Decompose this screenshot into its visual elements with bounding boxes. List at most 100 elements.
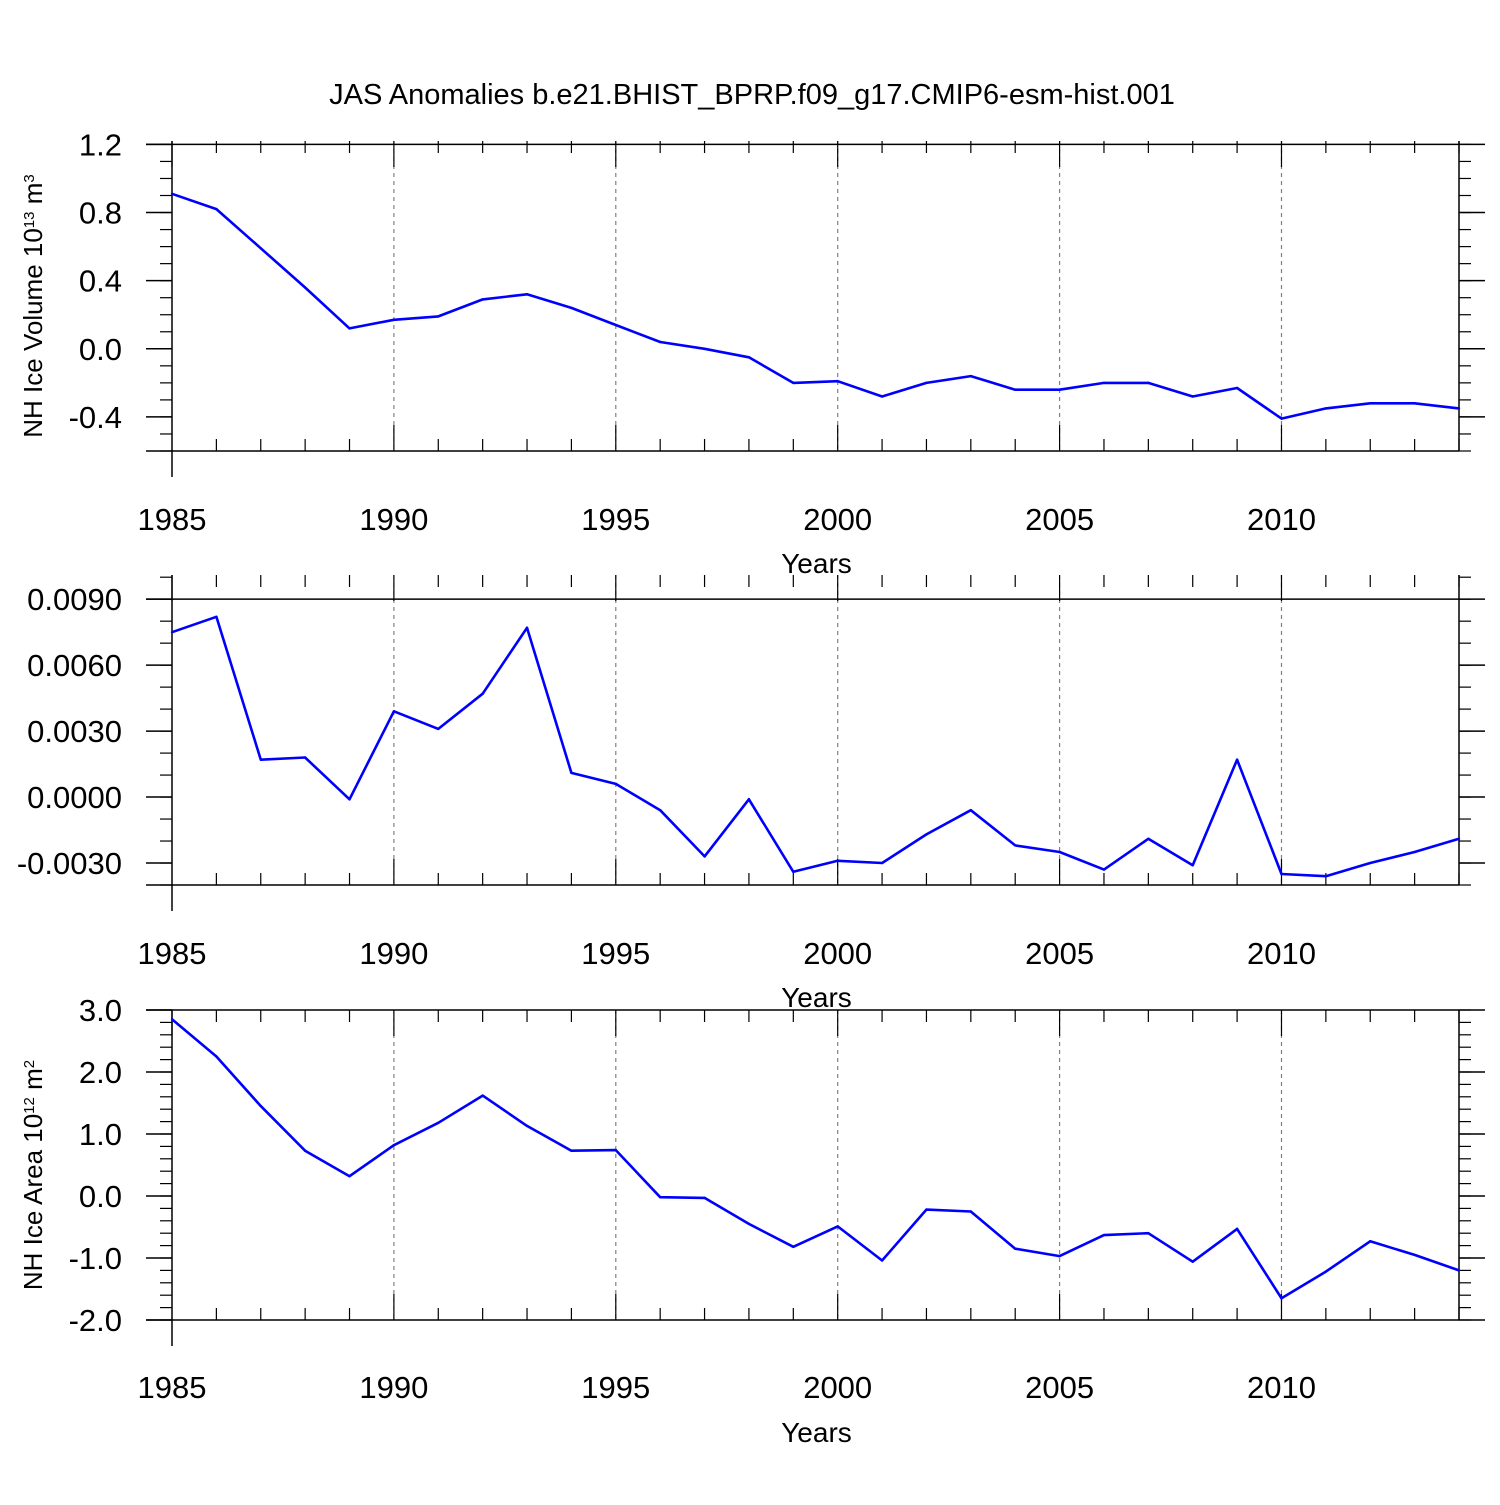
x-tick-label: 2010 bbox=[1247, 936, 1316, 971]
data-point bbox=[525, 626, 529, 629]
x-tick-label: 2000 bbox=[803, 1370, 872, 1405]
data-point bbox=[525, 293, 529, 296]
y-tick-label: 0.0060 bbox=[27, 648, 122, 683]
data-point bbox=[348, 798, 351, 801]
data-point bbox=[1280, 417, 1283, 420]
y-tick-label: 0.0030 bbox=[27, 714, 122, 749]
data-point bbox=[215, 207, 218, 211]
data-point bbox=[1235, 1227, 1239, 1231]
data-point bbox=[1147, 837, 1150, 841]
data-point bbox=[836, 379, 839, 383]
data-point bbox=[303, 286, 307, 289]
data-point bbox=[215, 1055, 218, 1058]
data-point bbox=[880, 1259, 884, 1262]
data-point bbox=[437, 1121, 440, 1125]
data-point bbox=[570, 771, 573, 775]
data-point bbox=[792, 870, 795, 874]
data-point bbox=[481, 692, 484, 695]
x-tick-label: 1995 bbox=[581, 502, 650, 537]
data-point bbox=[969, 374, 973, 378]
x-axis-label: Years bbox=[781, 1417, 852, 1448]
data-point bbox=[1058, 850, 1061, 854]
data-point bbox=[1457, 837, 1461, 841]
data-point bbox=[170, 630, 174, 634]
data-point bbox=[570, 1149, 573, 1152]
data-point bbox=[880, 861, 884, 865]
data-point bbox=[525, 1124, 529, 1128]
data-point bbox=[925, 381, 928, 385]
data-point bbox=[792, 1245, 795, 1249]
y-tick-label: 2.0 bbox=[79, 1055, 122, 1090]
data-point bbox=[259, 1104, 262, 1108]
y-tick-label: 0.0 bbox=[79, 1179, 122, 1214]
data-point bbox=[1280, 1297, 1283, 1300]
data-point bbox=[747, 356, 751, 359]
data-point bbox=[1457, 1269, 1461, 1272]
data-point bbox=[570, 306, 573, 310]
data-point bbox=[969, 1210, 973, 1213]
y-tick-label: 0.8 bbox=[79, 196, 122, 231]
data-point bbox=[1235, 386, 1239, 390]
data-point bbox=[1235, 758, 1239, 761]
data-point bbox=[1102, 1233, 1106, 1237]
y-axis-label: NH Ice Area 1012 m2 bbox=[18, 1060, 48, 1290]
y-tick-label: 0.0000 bbox=[27, 780, 122, 815]
data-point bbox=[437, 315, 440, 318]
panel-middle: -0.0030 0.0000 0.0030 0.0060 0.0090 1985 1990 1… bbox=[17, 575, 1485, 1013]
data-point bbox=[481, 298, 484, 301]
panel-volume: -0.4 0.0 0.4 0.8 1.2 1985 1990 1995 2000 2005 2010… bbox=[18, 127, 1485, 579]
data-point bbox=[1413, 850, 1416, 854]
x-tick-label: 1985 bbox=[138, 1370, 207, 1405]
data-point bbox=[392, 710, 396, 713]
data-point bbox=[303, 756, 307, 759]
figure-title: JAS Anomalies b.e21.BHIST_BPRP.f09_g17.C… bbox=[329, 79, 1175, 111]
data-point bbox=[1058, 1254, 1061, 1258]
data-point bbox=[170, 1018, 174, 1021]
data-point bbox=[1191, 864, 1194, 867]
y-tick-label: -2.0 bbox=[69, 1303, 122, 1338]
data-point bbox=[1014, 844, 1017, 847]
data-point bbox=[1457, 407, 1461, 410]
data-point bbox=[925, 1208, 928, 1211]
series-line-area bbox=[171, 1018, 1460, 1300]
x-tick-label: 2010 bbox=[1247, 502, 1316, 537]
data-point bbox=[969, 809, 973, 812]
data-point bbox=[1191, 395, 1194, 398]
data-point bbox=[170, 192, 174, 196]
data-point bbox=[658, 809, 662, 812]
data-point bbox=[747, 798, 751, 801]
data-point bbox=[1014, 388, 1017, 391]
data-point bbox=[703, 1196, 706, 1200]
series-line-middle bbox=[171, 615, 1460, 878]
data-point bbox=[658, 340, 662, 344]
x-tick-label: 2000 bbox=[803, 502, 872, 537]
data-point bbox=[437, 727, 440, 731]
x-tick-label: 2010 bbox=[1247, 1370, 1316, 1405]
data-point bbox=[703, 855, 706, 858]
x-tick-label: 1990 bbox=[359, 1370, 428, 1405]
y-axis-label: NH Ice Volume 1013 m3 bbox=[18, 174, 48, 437]
data-point bbox=[1102, 868, 1106, 871]
data-point bbox=[259, 247, 262, 250]
x-tick-label: 2005 bbox=[1025, 1370, 1094, 1405]
y-tick-label: 0.0090 bbox=[27, 582, 122, 617]
data-point bbox=[1058, 388, 1061, 391]
series-line-volume bbox=[171, 192, 1460, 420]
data-point bbox=[348, 1174, 351, 1178]
data-point bbox=[1369, 1240, 1372, 1243]
data-point bbox=[1324, 1270, 1328, 1273]
data-point bbox=[1147, 381, 1150, 385]
data-point bbox=[1324, 875, 1328, 878]
data-point bbox=[392, 1143, 396, 1147]
x-axis-label: Years bbox=[781, 548, 852, 579]
y-tick-label: 0.0 bbox=[79, 332, 122, 367]
data-point bbox=[303, 1149, 307, 1152]
data-point bbox=[1147, 1232, 1150, 1235]
x-axis-label: Years bbox=[781, 982, 852, 1013]
data-point bbox=[1014, 1247, 1017, 1250]
data-point bbox=[1413, 1253, 1416, 1257]
x-tick-label: 2000 bbox=[803, 936, 872, 971]
panel-area: -2.0 -1.0 0.0 1.0 2.0 3.0 1985 1990 1995 2000 2005… bbox=[18, 993, 1485, 1448]
y-tick-label: -1.0 bbox=[69, 1241, 122, 1276]
